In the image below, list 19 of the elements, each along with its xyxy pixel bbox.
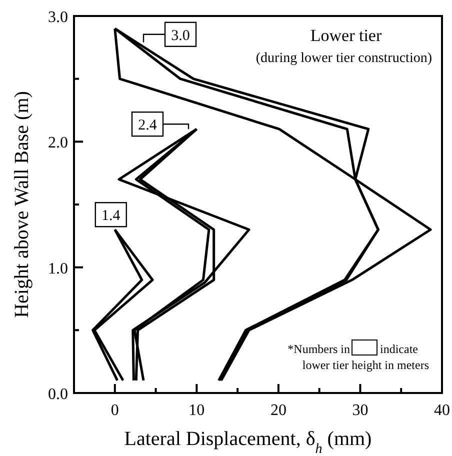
x-tick-label: 10 bbox=[188, 402, 205, 419]
y-tick-label: 3.0 bbox=[48, 9, 68, 26]
annotation: 3.0 bbox=[171, 28, 190, 44]
y-axis-title: Height above Wall Base (m) bbox=[11, 91, 33, 318]
x-tick-label: 20 bbox=[270, 402, 286, 419]
y-tick-label: 2.0 bbox=[48, 134, 68, 152]
x-axis-title: Lateral Displacement, δ$_{h}$ (mm) bbox=[124, 428, 372, 456]
annotation: 2.4 bbox=[138, 118, 158, 134]
text: Lower tier bbox=[310, 26, 382, 45]
x-tick-label: 40 bbox=[434, 402, 450, 419]
y-tick-label: 0.0 bbox=[48, 386, 68, 403]
x-tick-label: 0 bbox=[110, 402, 119, 419]
x-tick-label: 30 bbox=[352, 402, 368, 419]
annotation: 1.4 bbox=[102, 208, 121, 224]
annotation: lower tier height in meters bbox=[302, 358, 430, 372]
annotation: indicate bbox=[380, 342, 418, 356]
annotation: *Numbers in bbox=[288, 342, 350, 356]
text: (during lower tier construction) bbox=[256, 51, 432, 66]
y-tick-label: 1.0 bbox=[48, 260, 68, 278]
